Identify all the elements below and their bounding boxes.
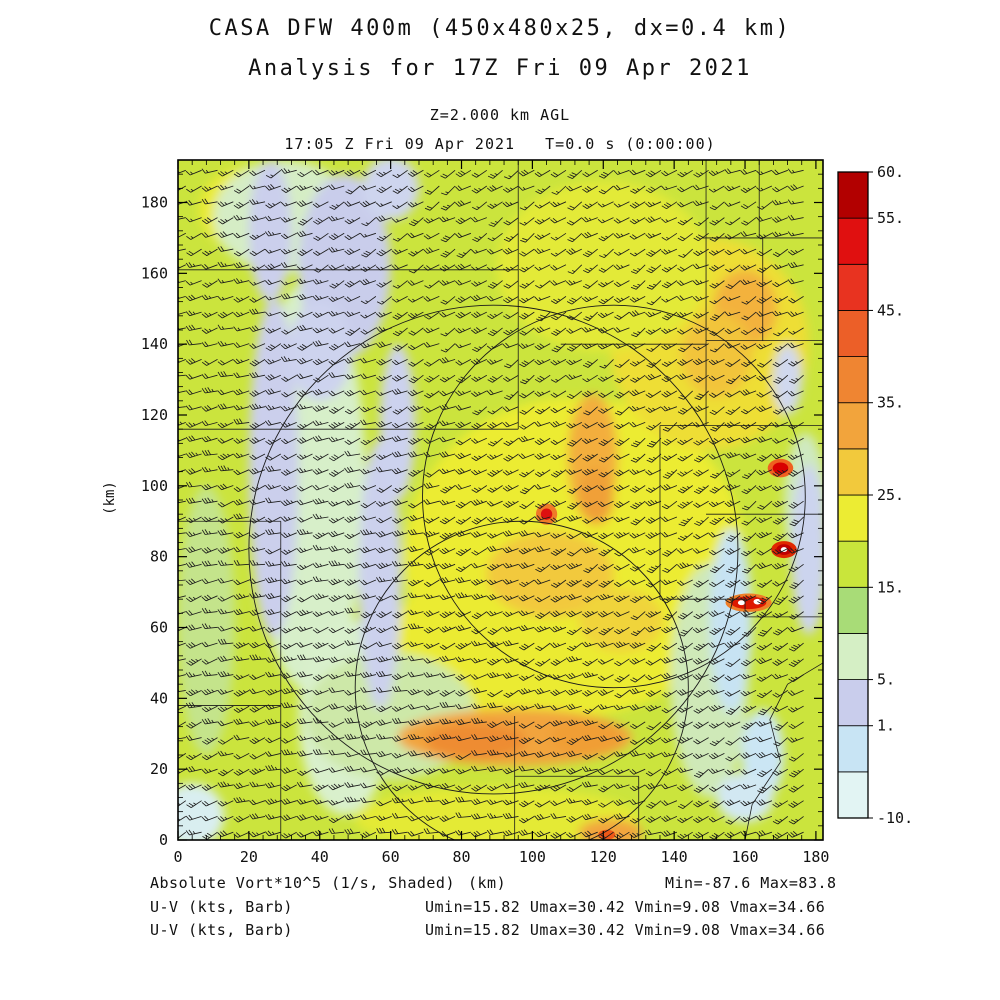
x-axis-tick-label: 140	[661, 848, 688, 866]
colorbar-tick-label: 60.	[877, 163, 904, 181]
colorbar	[837, 171, 869, 819]
footer-barb-label-1: U-V (kts, Barb)	[150, 898, 293, 916]
level-label: Z=2.000 km AGL	[429, 106, 571, 124]
page-title-line1: CASA DFW 400m (450x480x25, dx=0.4 km)	[208, 16, 792, 41]
y-axis-tick-label: 180	[141, 194, 168, 212]
colorbar-tick-label: 15.	[877, 578, 904, 596]
colorbar-tick-label: 25.	[877, 486, 904, 504]
x-axis-tick-label: 80	[452, 848, 470, 866]
x-axis-tick-label: 180	[802, 848, 829, 866]
y-axis-tick-label: 60	[150, 619, 168, 637]
colorbar-tick-label: 45.	[877, 301, 904, 319]
y-axis-tick-label: 20	[150, 760, 168, 778]
wind-barb-field	[178, 168, 804, 840]
colorbar-tick-label: 35.	[877, 394, 904, 412]
x-axis-tick-label: 20	[240, 848, 258, 866]
footer-field-label: Absolute Vort*10^5 (1/s, Shaded)	[150, 874, 455, 892]
page-title-line2: Analysis for 17Z Fri 09 Apr 2021	[248, 56, 752, 81]
footer-barb-stats-2: Umin=15.82 Umax=30.42 Vmin=9.08 Vmax=34.…	[425, 921, 826, 939]
x-axis-tick-label: 60	[382, 848, 400, 866]
y-axis-tick-label: 140	[141, 335, 168, 353]
footer-minmax: Min=-87.6 Max=83.8	[665, 874, 837, 892]
timestamp-label: 17:05 Z Fri 09 Apr 2021 T=0.0 s (0:00:00…	[284, 135, 716, 153]
x-axis-tick-label: 100	[519, 848, 546, 866]
x-axis-tick-label: 120	[590, 848, 617, 866]
y-axis-tick-label: 80	[150, 548, 168, 566]
y-axis-tick-label: 120	[141, 406, 168, 424]
colorbar-tick-label: -10.	[877, 809, 913, 827]
x-axis-unit-label: (km)	[468, 874, 507, 892]
y-axis-tick-label: 40	[150, 689, 168, 707]
axis-tick-labels: 0 20 40 60 80 100 120 140 160 180 0 20 40 60 80 100 120 1…	[141, 194, 830, 867]
colorbar-tick-label: 5.	[877, 671, 895, 689]
footer-barb-stats-1: Umin=15.82 Umax=30.42 Vmin=9.08 Vmax=34.…	[425, 898, 826, 916]
x-axis-tick-label: 40	[311, 848, 329, 866]
y-axis-tick-label: 160	[141, 264, 168, 282]
y-axis-tick-label: 100	[141, 477, 168, 495]
y-axis-tick-label: 0	[159, 831, 168, 849]
plot-frame	[177, 159, 824, 841]
colorbar-tick-label: 55.	[877, 209, 904, 227]
colorbar-labels: -10. 1. 5. 15. 25. 35. 45. 55. 60.	[868, 163, 913, 827]
x-axis-tick-label: 0	[173, 848, 182, 866]
colorbar-tick-label: 1.	[877, 717, 895, 735]
footer-barb-label-2: U-V (kts, Barb)	[150, 921, 293, 939]
y-axis-unit-label: (km)	[102, 481, 118, 515]
x-axis-tick-label: 160	[731, 848, 758, 866]
